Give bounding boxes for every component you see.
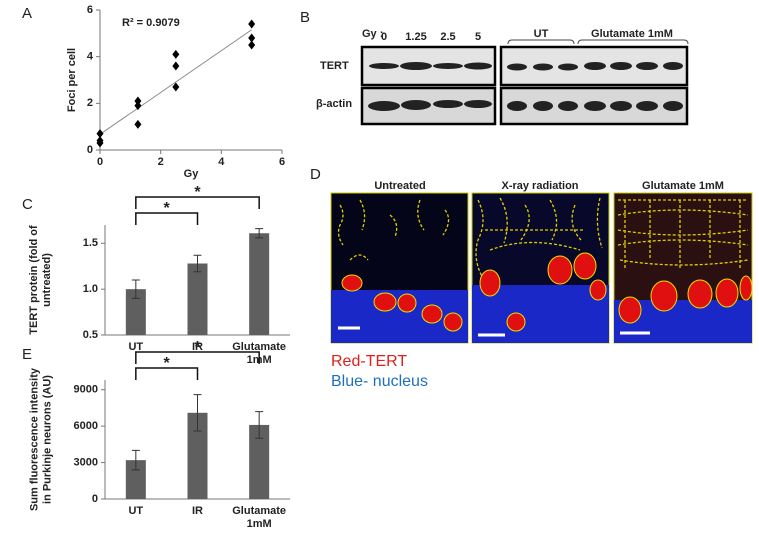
x-tick-label: IR: [192, 341, 203, 353]
error-bar: [255, 228, 264, 239]
x-tick-label: UT: [128, 505, 144, 517]
error-bar: [193, 394, 202, 432]
significance-bracket: [135, 367, 199, 380]
y-axis-label: Foci per cell: [66, 48, 78, 112]
bar: [125, 289, 146, 335]
data-point: [134, 119, 142, 129]
legend-entry: Red-TERT: [331, 353, 407, 370]
row-label: TERT: [320, 60, 349, 72]
significance-label: *: [164, 200, 171, 217]
y-tick-label: 1.5: [83, 237, 98, 249]
micrograph: [471, 192, 610, 344]
x-tick-label: Glutamate 1mM: [232, 505, 287, 530]
dose: 0: [381, 31, 387, 43]
x-tick-label: IR: [192, 341, 203, 353]
panel-letter: A: [22, 5, 32, 22]
panel-letter: B: [300, 9, 310, 26]
error-bar: [193, 254, 202, 273]
data-point: [134, 96, 142, 106]
error-bar: [131, 279, 140, 299]
data-point: [248, 33, 256, 43]
micrograph: [613, 192, 753, 344]
blot-panel: Gy : 0 1.25 2.5 5 UT Glutamate 1mM TERT …: [316, 28, 689, 126]
x-tick-label: UT: [128, 505, 144, 517]
panel-letter: E: [22, 346, 32, 363]
data-point: [134, 101, 142, 111]
significance-bracket: [135, 196, 260, 209]
bar: [187, 263, 208, 335]
x-tick-label: Glutamate 1mM: [232, 505, 287, 530]
x-tick-label: 0: [97, 156, 103, 168]
significance-bracket: [135, 212, 199, 225]
data-point: [248, 19, 256, 29]
group-label: Glutamate 1mM: [591, 28, 673, 40]
y-axis-label: Sum fluorescence intensity in Purkinje n…: [28, 367, 53, 512]
x-tick-label: IR: [192, 505, 203, 517]
y-tick-label: 2: [87, 97, 93, 109]
dose: 1.25: [405, 31, 426, 43]
x-tick-label: 2: [158, 156, 164, 168]
significance-bracket: [135, 351, 260, 364]
y-axis-label: Sum fluorescence intensity in Purkinje n…: [28, 367, 53, 512]
y-tick-label: 1.0: [83, 283, 98, 295]
y-tick-label: 0: [92, 493, 98, 505]
bar: [249, 233, 270, 335]
image-title: Untreated: [374, 180, 425, 192]
dose: 5: [475, 31, 481, 43]
data-point: [96, 138, 104, 148]
x-tick-label: 4: [218, 156, 225, 168]
group-label: UT: [534, 28, 549, 40]
panel-letter: D: [310, 166, 321, 183]
significance-label: *: [194, 339, 201, 356]
data-point: [172, 61, 180, 71]
annotation: R² = 0.9079: [122, 17, 180, 29]
panel-letter: C: [22, 196, 33, 213]
y-tick-label: 6000: [74, 420, 98, 432]
image-panel: Untreated X-ray radiation Glutamate 1mM …: [330, 180, 753, 390]
y-tick-label: 9000: [74, 384, 98, 396]
data-point: [248, 40, 256, 50]
bar: [249, 424, 270, 499]
x-tick-label: IR: [192, 505, 203, 517]
blot-bands: [368, 62, 683, 111]
micrograph: [330, 192, 469, 344]
y-axis-label: TERT protein (fold of untreated): [28, 225, 53, 335]
y-tick-label: 0.5: [83, 329, 98, 341]
error-bar: [131, 449, 140, 471]
dose-label: Gy :: [362, 28, 383, 40]
dose: 2.5: [440, 31, 455, 43]
y-tick-label: 3000: [74, 456, 98, 468]
y-tick-label: 0: [87, 144, 93, 156]
image-title: Glutamate 1mM: [642, 180, 724, 192]
legend-entry: Blue- nucleus: [331, 373, 428, 390]
x-tick-label: 6: [279, 156, 285, 168]
bar: [187, 412, 208, 499]
trendline: [99, 29, 252, 135]
significance-label: *: [164, 355, 171, 372]
significance-label: *: [194, 184, 201, 201]
data-point: [172, 49, 180, 59]
bar: [125, 460, 146, 499]
y-tick-label: 6: [87, 4, 93, 16]
image-title: X-ray radiation: [501, 180, 578, 192]
x-tick-label: UT: [128, 341, 144, 353]
data-point: [96, 129, 104, 139]
group-bracket: [507, 39, 689, 45]
y-tick-label: 4: [87, 51, 94, 63]
x-tick-label: UT: [128, 341, 144, 353]
x-axis-label: Gy: [184, 168, 200, 180]
error-bar: [255, 411, 264, 439]
row-label: β-actin: [316, 98, 352, 110]
data-point: [172, 82, 180, 92]
y-axis-label: TERT protein (fold of untreated): [28, 225, 53, 335]
